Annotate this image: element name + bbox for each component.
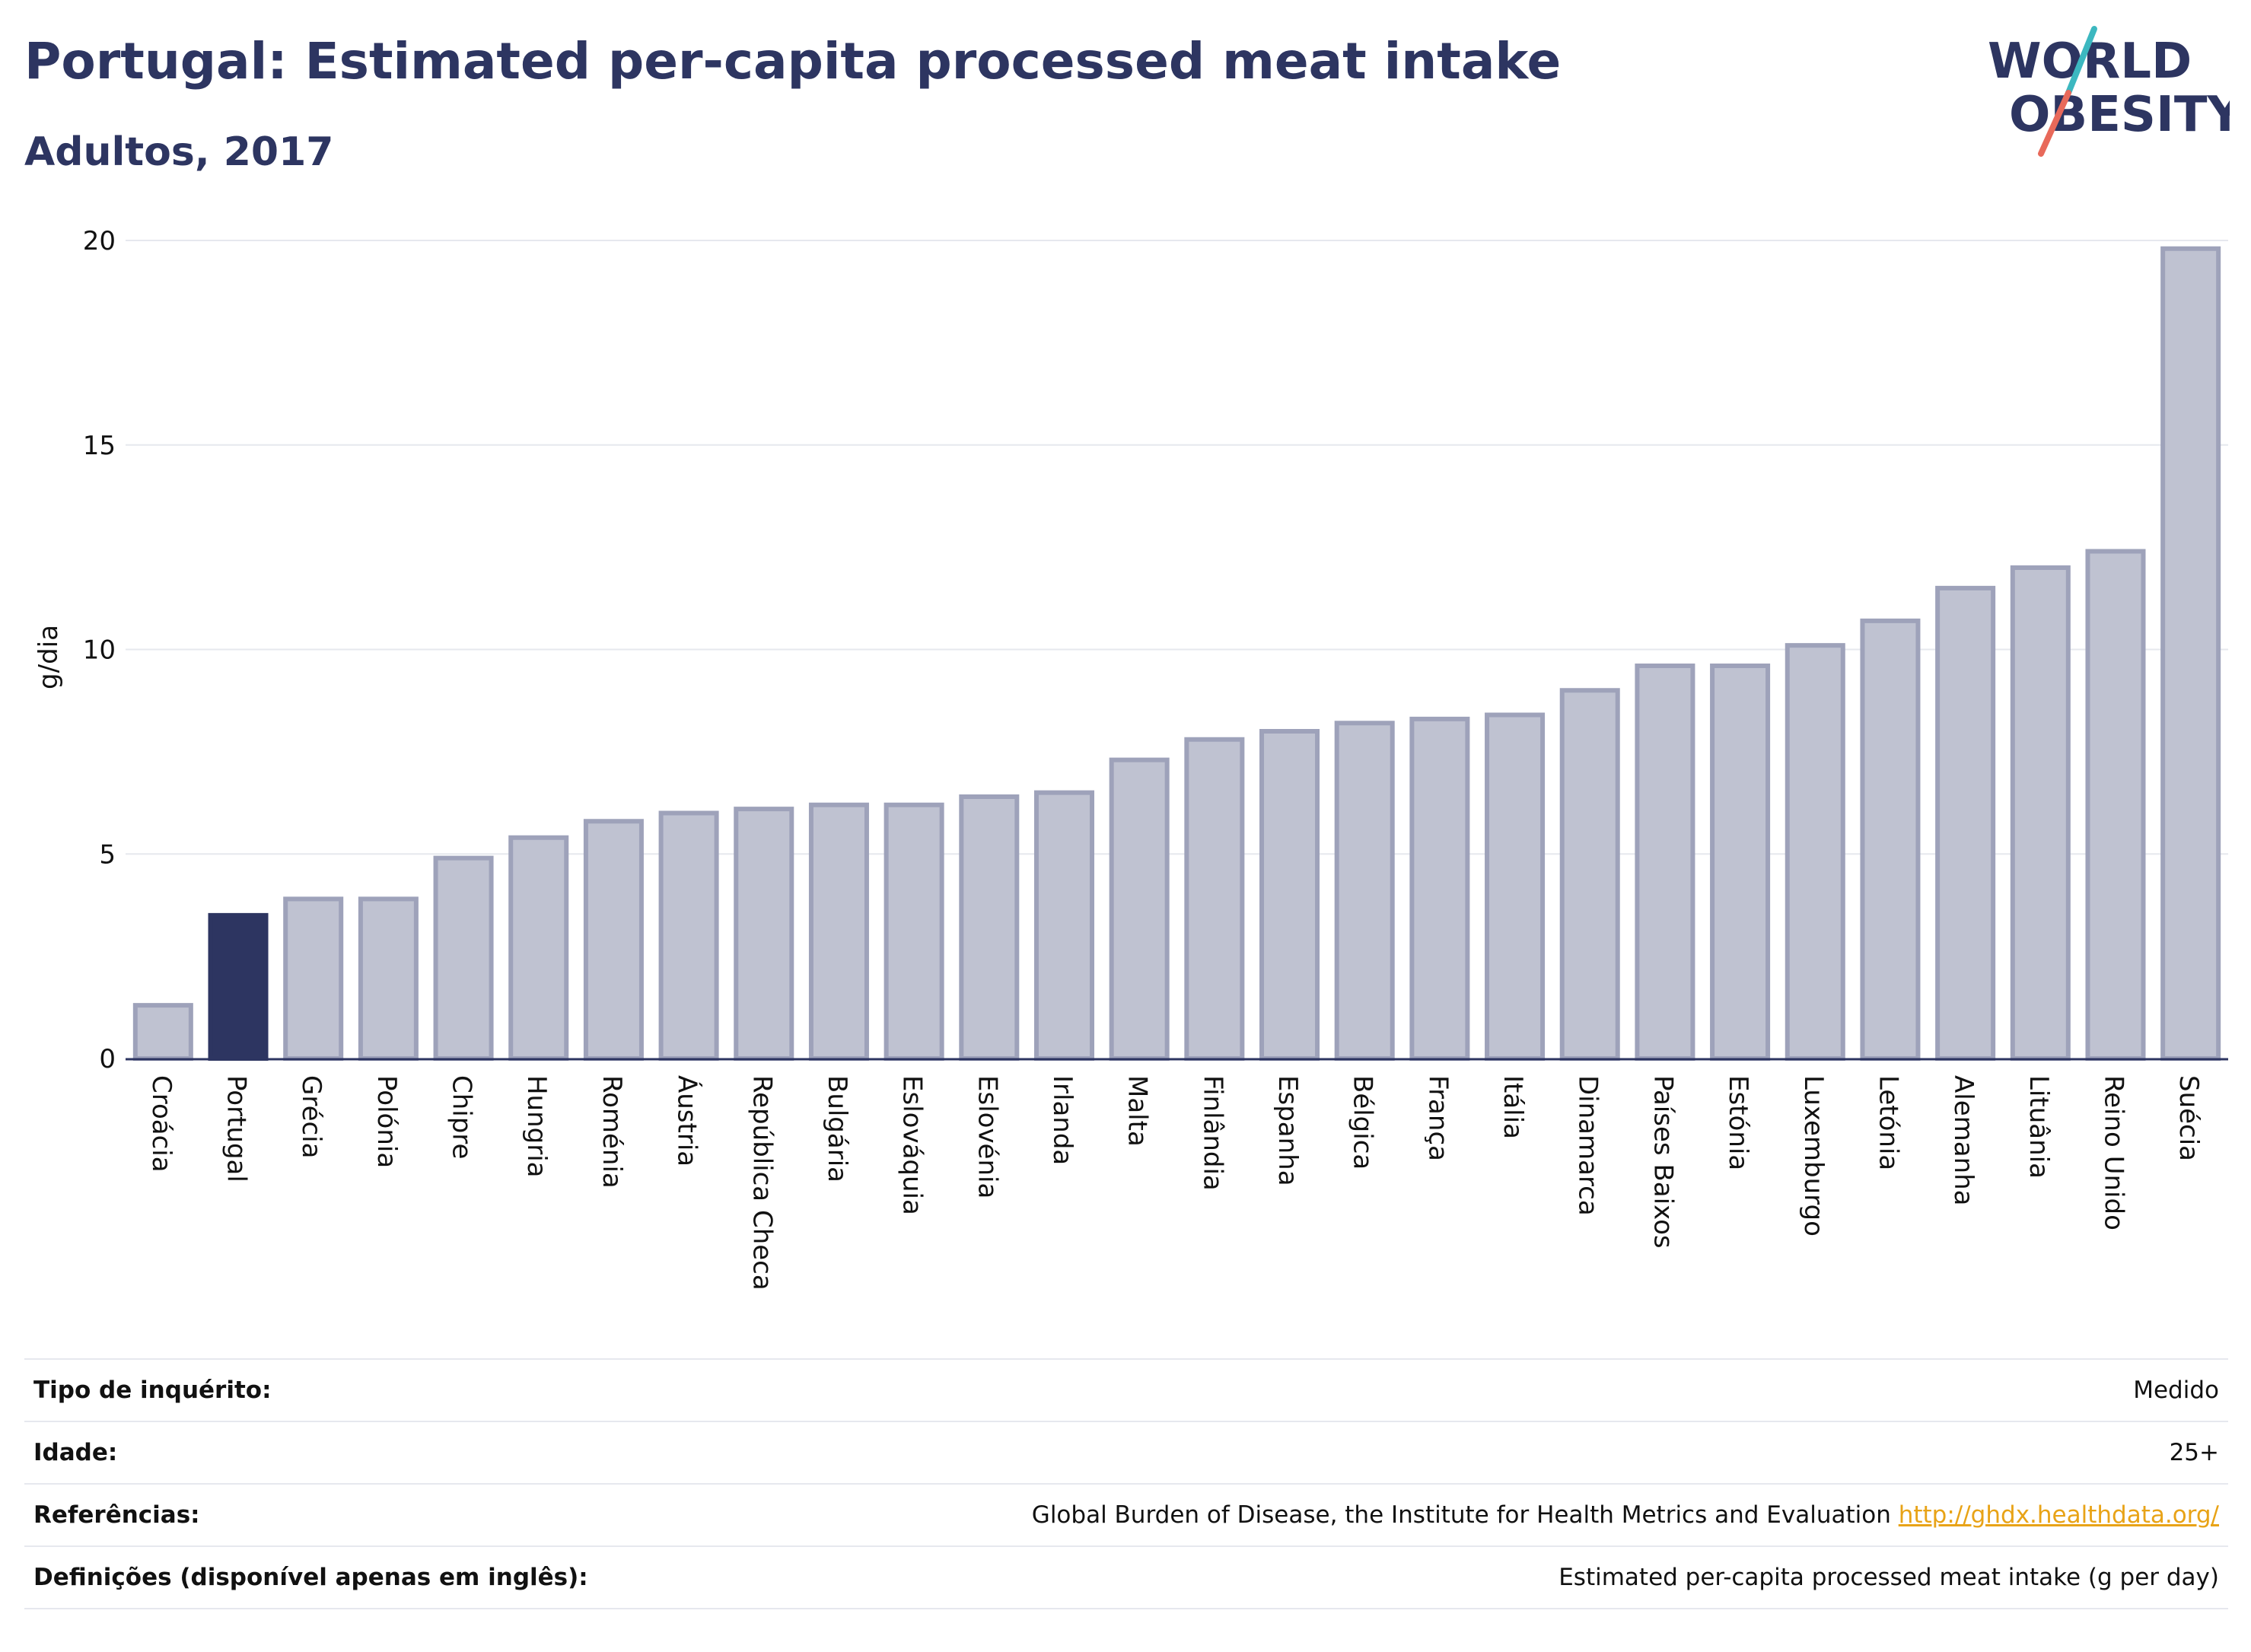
x-tick-label: França — [1422, 1075, 1453, 1161]
info-value-text: 25+ — [2169, 1439, 2219, 1466]
y-tick-label: 15 — [83, 431, 116, 461]
bar-eslovénia[interactable] — [959, 794, 1020, 1061]
info-label: Tipo de inquérito: — [33, 1377, 272, 1404]
x-tick-label: Finlândia — [1197, 1075, 1227, 1191]
x-tick-label: Bélgica — [1348, 1075, 1378, 1170]
x-tick-label: Hungria — [521, 1075, 552, 1178]
logo-slash-coral — [2038, 90, 2071, 157]
bar-portugal[interactable] — [208, 912, 269, 1061]
x-tick-label: Roménia — [597, 1075, 627, 1189]
page-title: Portugal: Estimated per-capita processed… — [24, 32, 1562, 91]
x-tick-label: Irlanda — [1047, 1075, 1078, 1165]
bar-alemanha[interactable] — [1935, 585, 1996, 1061]
bar-república-checa[interactable] — [734, 807, 794, 1061]
info-value-text: Global Burden of Disease, the Institute … — [1031, 1501, 1891, 1529]
bar-bulgária[interactable] — [808, 802, 869, 1061]
bar-finlândia[interactable] — [1184, 737, 1245, 1061]
x-tick-label: Grécia — [296, 1075, 326, 1158]
bar-chipre[interactable] — [433, 855, 494, 1061]
x-tick-label: Luxemburgo — [1798, 1075, 1829, 1237]
page-subtitle: Adultos, 2017 — [24, 129, 334, 175]
bar-malta[interactable] — [1109, 757, 1170, 1061]
x-tick-label: Chipre — [447, 1075, 477, 1159]
info-value: Estimated per-capita processed meat inta… — [734, 1546, 2228, 1609]
info-value: Global Burden of Disease, the Institute … — [734, 1484, 2228, 1546]
bar-suécia[interactable] — [2160, 246, 2221, 1061]
bar-grécia[interactable] — [283, 896, 344, 1061]
bar-roménia[interactable] — [583, 819, 644, 1061]
bar-eslováquia[interactable] — [884, 802, 944, 1061]
y-tick-label: 5 — [99, 839, 116, 870]
bar-hungria[interactable] — [508, 835, 569, 1061]
info-row: Idade: 25+ — [24, 1421, 2228, 1484]
info-value-text: Estimated per-capita processed meat inta… — [1559, 1564, 2219, 1591]
x-tick-label: República Checa — [747, 1075, 777, 1291]
logo-text-obesity: OBESITY — [2009, 87, 2230, 143]
x-tick-label: Alemanha — [1948, 1075, 1979, 1206]
bar-itália[interactable] — [1485, 712, 1546, 1061]
bar-frança[interactable] — [1409, 716, 1470, 1061]
bar-croácia[interactable] — [132, 1003, 193, 1061]
x-tick-label: Portugal — [221, 1075, 252, 1183]
bar-estónia[interactable] — [1710, 664, 1771, 1061]
y-tick-label: 0 — [99, 1044, 116, 1074]
info-value: 25+ — [734, 1421, 2228, 1484]
x-tick-label: Itália — [1498, 1075, 1528, 1139]
reference-link[interactable]: http://ghdx.healthdata.org/ — [1898, 1501, 2219, 1529]
info-value-text: Medido — [2133, 1377, 2219, 1404]
x-tick-label: Bulgária — [822, 1075, 852, 1183]
logo-slash-teal — [2065, 26, 2097, 96]
bar-lituânia[interactable] — [2010, 565, 2071, 1061]
x-tick-label: Reino Unido — [2098, 1075, 2128, 1230]
x-tick-label: Países Baixos — [1648, 1075, 1678, 1249]
x-tick-label: Dinamarca — [1573, 1075, 1603, 1216]
bar-reino-unido[interactable] — [2085, 549, 2146, 1061]
x-tick-label: Polónia — [371, 1075, 402, 1168]
y-tick-label: 20 — [83, 226, 116, 256]
info-row: Definições (disponível apenas em inglês)… — [24, 1546, 2228, 1609]
bar-irlanda[interactable] — [1033, 790, 1094, 1061]
y-tick-labels: 0 5 10 15 20 — [83, 226, 116, 1074]
x-tick-label: Eslováquia — [897, 1075, 928, 1215]
x-tick-label: Suécia — [2173, 1075, 2204, 1161]
bar-países-baixos[interactable] — [1635, 664, 1695, 1061]
x-tick-label: Estónia — [1723, 1075, 1753, 1170]
info-row: Referências: Global Burden of Disease, th… — [24, 1484, 2228, 1546]
x-tick-label: Malta — [1122, 1075, 1153, 1147]
x-tick-label: Lituânia — [2023, 1075, 2054, 1179]
bar-dinamarca[interactable] — [1559, 688, 1620, 1061]
bar-letónia[interactable] — [1860, 618, 1921, 1061]
info-row: Tipo de inquérito: Medido — [24, 1359, 2228, 1421]
info-label: Definições (disponível apenas em inglês)… — [33, 1564, 588, 1591]
info-label: Referências: — [33, 1501, 200, 1529]
bar-luxemburgo[interactable] — [1785, 643, 1845, 1061]
info-value: Medido — [734, 1359, 2228, 1421]
x-tick-label: Eslovénia — [972, 1075, 1002, 1198]
world-obesity-logo: WORLD OBESITY — [1988, 26, 2230, 157]
info-table: Tipo de inquérito: Medido Idade: 25+ Referên… — [24, 1358, 2228, 1609]
bar-polónia[interactable] — [358, 896, 419, 1061]
bar-áustria[interactable] — [658, 810, 719, 1061]
y-axis-title: g/dia — [33, 625, 64, 689]
y-tick-label: 10 — [83, 635, 116, 666]
x-tick-label: Áustria — [672, 1075, 703, 1167]
bar-espanha[interactable] — [1259, 729, 1320, 1061]
x-tick-labels: Croácia Portugal Grécia Polónia Chipre Hungri… — [146, 1075, 2204, 1291]
x-tick-label: Espanha — [1272, 1075, 1303, 1186]
bar-chart: 0 5 10 15 20 Croácia Portugal Grécia Polónia Chi… — [33, 226, 2228, 1291]
bar-bélgica[interactable] — [1334, 721, 1395, 1061]
bars — [132, 246, 2221, 1061]
x-tick-label: Letónia — [1873, 1075, 1903, 1170]
info-label: Idade: — [33, 1439, 118, 1466]
x-tick-label: Croácia — [146, 1075, 177, 1173]
